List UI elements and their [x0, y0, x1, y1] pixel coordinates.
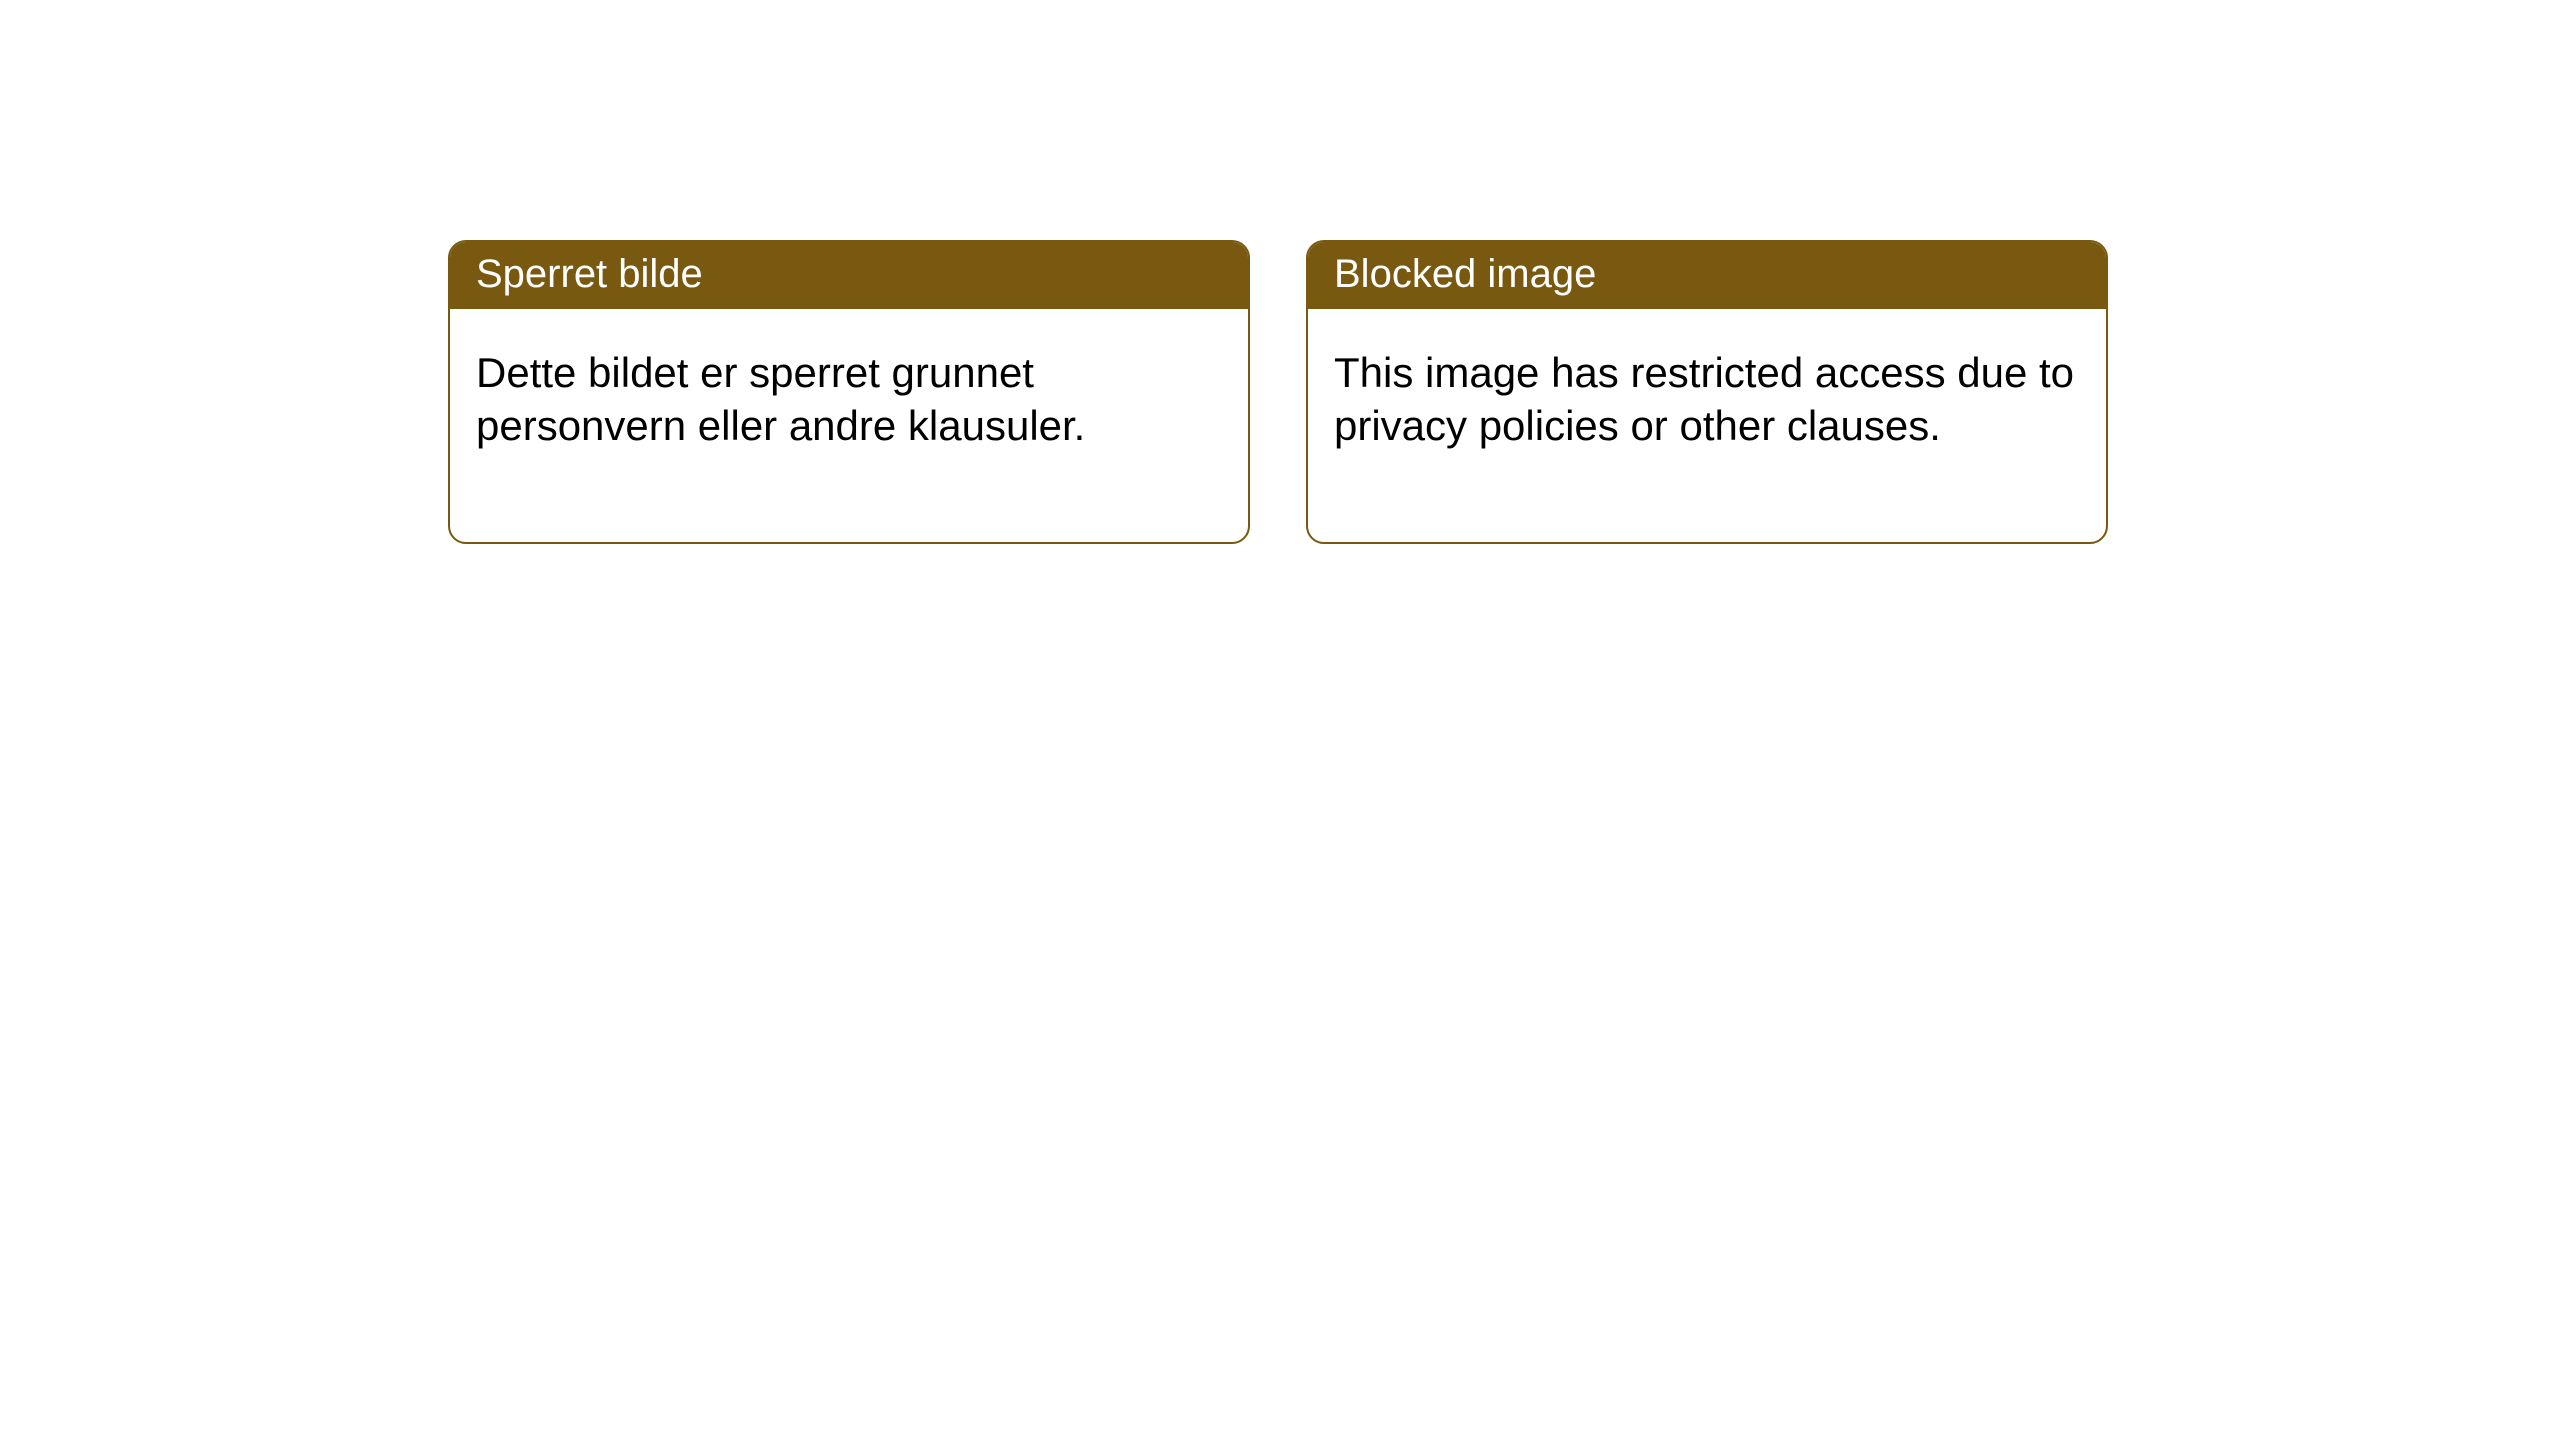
notice-body-en: This image has restricted access due to … — [1308, 309, 2106, 542]
notice-header-no: Sperret bilde — [450, 242, 1248, 309]
notice-container: Sperret bilde Dette bildet er sperret gr… — [448, 240, 2108, 544]
notice-header-en: Blocked image — [1308, 242, 2106, 309]
notice-box-no: Sperret bilde Dette bildet er sperret gr… — [448, 240, 1250, 544]
notice-box-en: Blocked image This image has restricted … — [1306, 240, 2108, 544]
notice-body-no: Dette bildet er sperret grunnet personve… — [450, 309, 1248, 542]
